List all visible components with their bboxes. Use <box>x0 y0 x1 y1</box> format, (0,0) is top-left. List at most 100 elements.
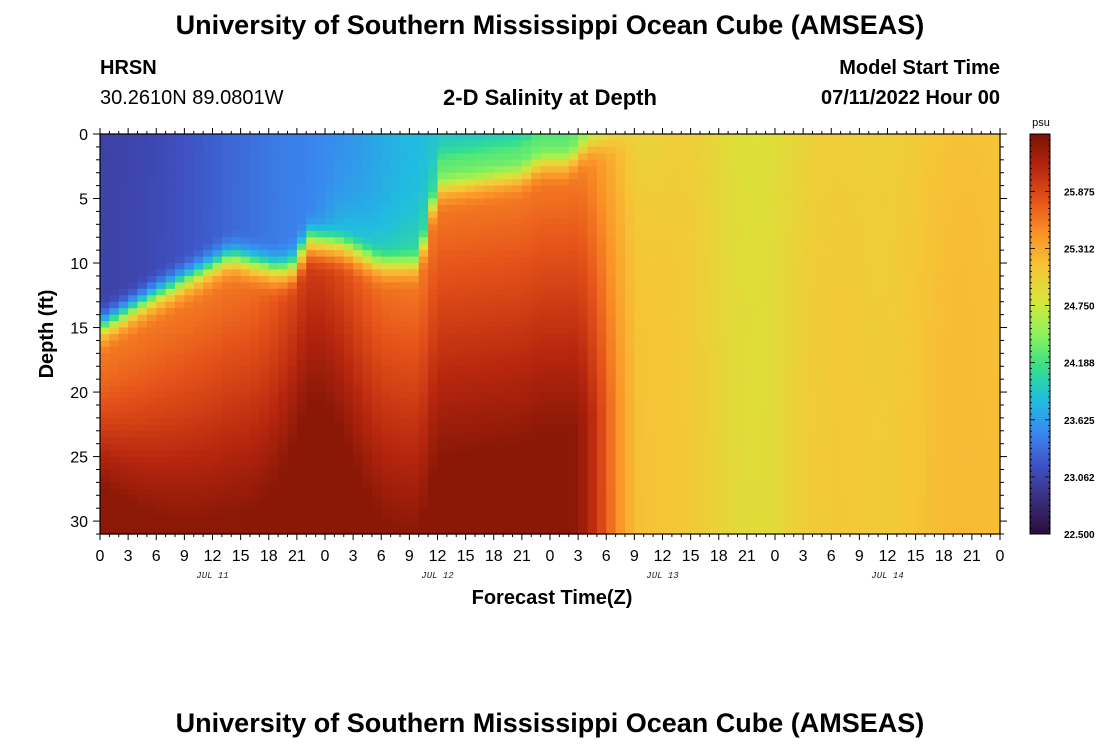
heatmap-cell <box>775 140 785 148</box>
heatmap-cell <box>756 430 767 438</box>
heatmap-cell <box>287 411 298 419</box>
heatmap-cell <box>493 217 504 225</box>
heatmap-cell <box>625 482 635 490</box>
heatmap-cell <box>287 275 298 283</box>
heatmap-cell <box>746 482 757 490</box>
heatmap-cell <box>390 482 401 490</box>
heatmap-cell <box>531 443 542 451</box>
heatmap-cell <box>268 379 279 387</box>
heatmap-cell <box>353 321 364 329</box>
heatmap-cell <box>259 211 270 219</box>
heatmap-cell <box>512 398 523 406</box>
heatmap-cell <box>184 463 195 471</box>
heatmap-cell <box>259 217 270 225</box>
heatmap-cell <box>409 185 420 193</box>
heatmap-cell <box>221 456 232 464</box>
heatmap-cell <box>100 411 110 419</box>
heatmap-cell <box>503 224 514 232</box>
heatmap-cell <box>662 185 673 193</box>
heatmap-cell <box>343 308 354 316</box>
heatmap-cell <box>306 166 317 174</box>
heatmap-cell <box>681 308 692 316</box>
heatmap-cell <box>812 224 823 232</box>
heatmap-cell <box>700 172 710 180</box>
heatmap-cell <box>681 508 692 516</box>
heatmap-cell <box>118 417 129 425</box>
heatmap-cell <box>615 501 626 509</box>
heatmap-cell <box>756 488 767 496</box>
heatmap-cell <box>221 437 232 445</box>
heatmap-cell <box>756 359 767 367</box>
heatmap-cell <box>634 301 645 309</box>
heatmap-cell <box>503 437 514 445</box>
heatmap-cell <box>531 463 542 471</box>
heatmap-cell <box>503 172 514 180</box>
heatmap-cell <box>334 430 345 438</box>
heatmap-cell <box>615 243 626 251</box>
heatmap-cell <box>831 482 842 490</box>
heatmap-cell <box>437 224 448 232</box>
heatmap-cell <box>587 334 598 342</box>
heatmap-cell <box>531 417 542 425</box>
heatmap-cell <box>465 327 476 335</box>
heatmap-cell <box>428 346 439 354</box>
heatmap-cell <box>578 488 589 496</box>
heatmap-cell <box>409 495 420 503</box>
heatmap-cell <box>381 501 392 509</box>
heatmap-cell <box>690 275 701 283</box>
heatmap-cell <box>484 134 495 142</box>
heatmap-cell <box>343 295 354 303</box>
heatmap-cell <box>353 359 364 367</box>
heatmap-cell <box>709 430 720 438</box>
heatmap-cell <box>306 192 317 200</box>
heatmap-cell <box>503 146 514 154</box>
heatmap-cell <box>634 353 645 361</box>
heatmap-cell <box>831 456 842 464</box>
heatmap-cell <box>568 140 579 148</box>
heatmap-cell <box>100 224 110 232</box>
heatmap-cell <box>803 379 814 387</box>
heatmap-cell <box>390 495 401 503</box>
heatmap-cell <box>306 217 317 225</box>
heatmap-cell <box>850 172 860 180</box>
heatmap-cell <box>287 321 298 329</box>
heatmap-cell <box>840 359 851 367</box>
heatmap-cell <box>578 185 589 193</box>
heatmap-cell <box>156 456 167 464</box>
heatmap-cell <box>118 340 129 348</box>
heatmap-cell <box>193 443 204 451</box>
heatmap-cell <box>100 443 110 451</box>
heatmap-cell <box>353 159 364 167</box>
heatmap-cell <box>540 269 551 277</box>
heatmap-cell <box>615 514 626 522</box>
heatmap-cell <box>596 185 607 193</box>
heatmap-cell <box>390 450 401 458</box>
heatmap-cell <box>315 359 326 367</box>
heatmap-cell <box>681 140 692 148</box>
heatmap-cell <box>118 475 129 483</box>
heatmap-cell <box>531 366 542 374</box>
heatmap-cell <box>606 172 617 180</box>
heatmap-cell <box>690 166 701 174</box>
heatmap-cell <box>156 288 167 296</box>
heatmap-cell <box>306 430 317 438</box>
heatmap-cell <box>146 172 157 180</box>
heatmap-cell <box>465 230 476 238</box>
heatmap-cell <box>578 424 589 432</box>
heatmap-cell <box>671 275 682 283</box>
heatmap-cell <box>596 224 607 232</box>
heatmap-cell <box>850 256 860 264</box>
heatmap-cell <box>831 243 842 251</box>
heatmap-cell <box>334 198 345 206</box>
heatmap-cell <box>643 204 654 213</box>
heatmap-cell <box>296 495 307 503</box>
heatmap-cell <box>175 353 185 361</box>
heatmap-cell <box>334 153 345 161</box>
heatmap-cell <box>606 372 617 380</box>
heatmap-cell <box>353 392 364 400</box>
heatmap-cell <box>521 334 532 342</box>
heatmap-cell <box>240 166 251 174</box>
heatmap-cell <box>765 334 776 342</box>
heatmap-cell <box>840 237 851 245</box>
heatmap-cell <box>221 417 232 425</box>
